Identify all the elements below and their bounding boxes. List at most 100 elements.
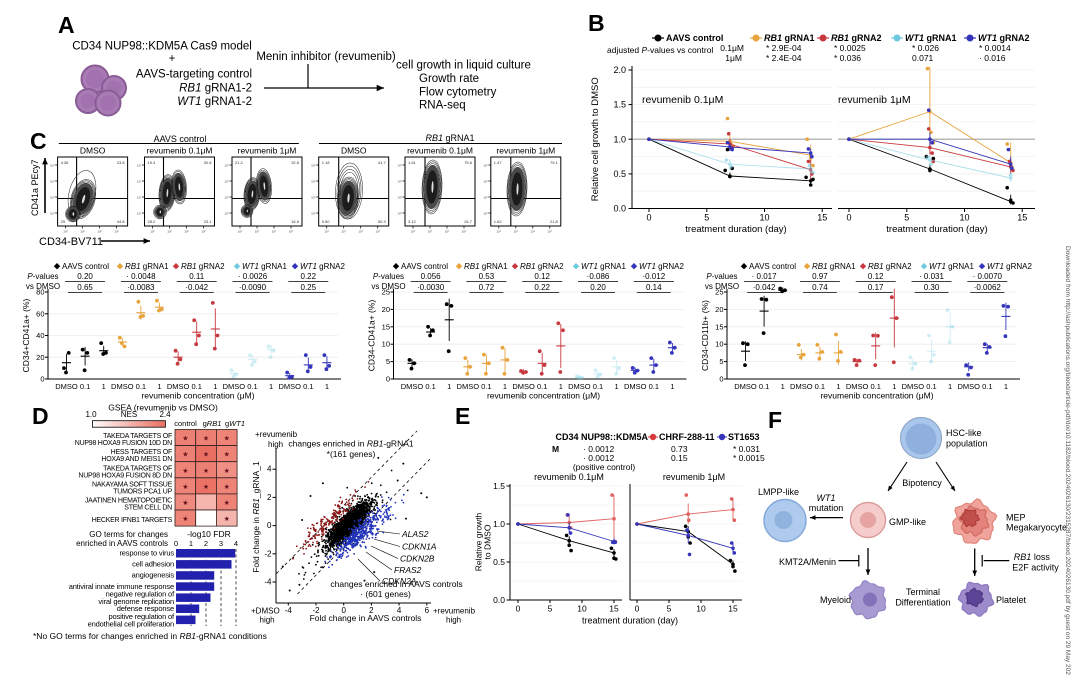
svg-text:RB1 loss: RB1 loss <box>1014 552 1051 562</box>
svg-text:10⁵: 10⁵ <box>201 230 206 234</box>
svg-text:WT1 gRNA2: WT1 gRNA2 <box>300 262 345 271</box>
svg-text:response to virus: response to virus <box>119 549 174 558</box>
svg-text:50.3: 50.3 <box>378 219 387 224</box>
svg-text:0: 0 <box>719 375 723 384</box>
svg-text:1.47: 1.47 <box>494 160 503 165</box>
svg-text:·0.042: ·0.042 <box>185 283 208 292</box>
svg-text:· 0.0012: · 0.0012 <box>583 444 614 454</box>
svg-text:· 0.016: · 0.016 <box>979 53 1006 63</box>
svg-text:0.071: 0.071 <box>912 53 934 63</box>
svg-text:TAKEDA TARGETS OF: TAKEDA TARGETS OF <box>103 433 172 440</box>
svg-text:23.1: 23.1 <box>204 219 213 224</box>
svg-text:GO terms for changes: GO terms for changes <box>89 530 168 539</box>
svg-text:★: ★ <box>203 467 209 475</box>
svg-text:44.8: 44.8 <box>117 219 126 224</box>
svg-text:·0.086: ·0.086 <box>587 272 610 281</box>
svg-text:0.1: 0.1 <box>136 382 146 391</box>
svg-text:23.8: 23.8 <box>117 160 126 165</box>
svg-text:10⁵: 10⁵ <box>224 212 229 216</box>
svg-text:1: 1 <box>836 382 840 391</box>
svg-text:10⁵: 10⁵ <box>114 230 119 234</box>
svg-text:0.1: 0.1 <box>649 382 659 391</box>
svg-text:0: 0 <box>40 375 44 384</box>
svg-text:1.61: 1.61 <box>408 160 417 165</box>
svg-text:DMSO: DMSO <box>568 382 591 391</box>
svg-text:10⁵: 10⁵ <box>358 230 363 234</box>
svg-text:ALAS2: ALAS2 <box>401 529 429 539</box>
svg-text:AAVS control: AAVS control <box>154 134 207 144</box>
svg-text:60: 60 <box>36 309 44 318</box>
svg-text:25: 25 <box>61 219 66 224</box>
svg-text:0: 0 <box>516 604 521 614</box>
svg-text:10⁵: 10⁵ <box>341 230 346 234</box>
svg-text:★: ★ <box>224 451 230 459</box>
svg-text:1μM: 1μM <box>725 53 742 63</box>
svg-text:P-values: P-values <box>27 272 58 281</box>
svg-text:10⁵: 10⁵ <box>224 164 229 168</box>
svg-text:1: 1 <box>102 382 106 391</box>
svg-text:·0.0083: ·0.0083 <box>127 283 155 292</box>
svg-text:10⁵: 10⁵ <box>137 212 142 216</box>
svg-text:10⁵: 10⁵ <box>311 212 316 216</box>
svg-text:-2: -2 <box>312 606 320 615</box>
svg-text:0.20: 0.20 <box>590 283 606 292</box>
svg-text:10⁵: 10⁵ <box>137 196 142 200</box>
svg-text:★: ★ <box>203 451 209 459</box>
svg-text:LMPP-like: LMPP-like <box>758 487 799 497</box>
svg-text:· 0.0048: · 0.0048 <box>126 272 156 281</box>
svg-text:4: 4 <box>397 606 402 615</box>
svg-text:positive regulation of: positive regulation of <box>109 612 176 621</box>
svg-text:E: E <box>455 403 470 429</box>
svg-text:10⁵: 10⁵ <box>224 180 229 184</box>
svg-text:10⁵: 10⁵ <box>411 230 416 234</box>
svg-text:·0.0062: ·0.0062 <box>974 283 1002 292</box>
svg-text:15: 15 <box>715 322 723 331</box>
svg-text:★: ★ <box>203 435 209 443</box>
svg-text:HSC-like: HSC-like <box>946 428 982 438</box>
svg-text:· 0.0012: · 0.0012 <box>583 453 614 463</box>
svg-text:KMT2A/Menin: KMT2A/Menin <box>779 557 836 567</box>
svg-text:HESS TARGETS OF: HESS TARGETS OF <box>111 449 172 456</box>
svg-text:-2: -2 <box>264 549 272 558</box>
svg-text:GSEA (revumenib vs DMSO): GSEA (revumenib vs DMSO) <box>108 403 218 413</box>
svg-text:WT1 gRNA1: WT1 gRNA1 <box>929 262 974 271</box>
svg-text:80: 80 <box>36 288 44 297</box>
svg-text:treatment duration (day): treatment duration (day) <box>685 224 786 235</box>
svg-text:CD34-CD11b+ (%): CD34-CD11b+ (%) <box>700 300 710 371</box>
svg-text:25: 25 <box>715 288 723 297</box>
svg-text:defense response: defense response <box>117 604 174 613</box>
svg-text:* 0.0014: * 0.0014 <box>979 43 1011 53</box>
svg-text:10⁵: 10⁵ <box>184 230 189 234</box>
svg-text:0.1: 0.1 <box>481 382 491 391</box>
svg-text:0: 0 <box>646 213 651 223</box>
svg-text:1: 1 <box>559 382 563 391</box>
svg-text:TAKEDA TARGETS OF: TAKEDA TARGETS OF <box>103 465 172 472</box>
svg-text:★: ★ <box>182 499 188 507</box>
svg-text:DMSO: DMSO <box>846 382 869 391</box>
svg-text:10⁵: 10⁵ <box>238 230 243 234</box>
svg-text:1: 1 <box>189 539 193 548</box>
svg-text:-log10 FDR: -log10 FDR <box>187 529 230 539</box>
svg-text:15: 15 <box>382 322 390 331</box>
svg-text:CD34 NUP98::KDM5A: CD34 NUP98::KDM5A <box>555 432 648 442</box>
svg-text:10⁵: 10⁵ <box>397 212 402 216</box>
svg-text:0.1: 0.1 <box>759 382 769 391</box>
svg-text:M: M <box>552 444 559 454</box>
svg-text:RB1 gRNA2: RB1 gRNA2 <box>868 262 912 271</box>
svg-text:1.0: 1.0 <box>613 134 626 144</box>
svg-text:Fold change in RB1_gRNA_1: Fold change in RB1_gRNA_1 <box>251 461 261 573</box>
svg-text:WT1: WT1 <box>817 493 836 503</box>
svg-text:P-values: P-values <box>373 272 404 281</box>
svg-text:0: 0 <box>846 213 851 223</box>
svg-text:★: ★ <box>224 483 230 491</box>
svg-text:· 0.0026: · 0.0026 <box>238 272 268 281</box>
svg-text:FRAS2: FRAS2 <box>394 565 422 575</box>
svg-text:ST1653: ST1653 <box>728 432 760 442</box>
svg-text:HECKER IFNB1 TARGETS: HECKER IFNB1 TARGETS <box>92 517 173 524</box>
svg-text:30.8: 30.8 <box>204 160 213 165</box>
svg-text:DMSO: DMSO <box>624 382 647 391</box>
svg-text:10⁵: 10⁵ <box>514 230 519 234</box>
svg-text:1.62: 1.62 <box>494 219 503 224</box>
svg-text:★: ★ <box>203 483 209 491</box>
svg-text:0.53: 0.53 <box>479 272 495 281</box>
